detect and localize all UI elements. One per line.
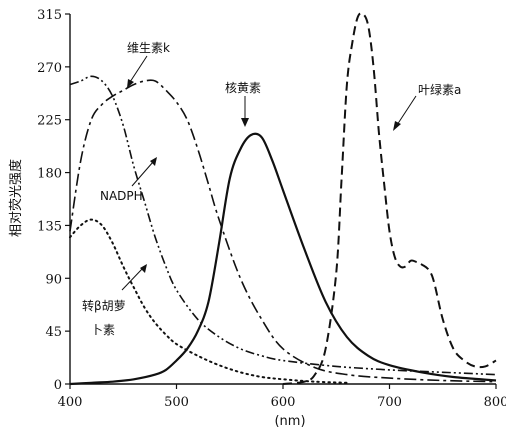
series-line-2 — [69, 132, 497, 386]
series-lines — [69, 12, 497, 386]
y-tick-label: 135 — [37, 219, 62, 234]
series-line-3 — [282, 12, 497, 385]
arrow-nadph — [131, 161, 154, 187]
arrow-head-beta-carotene — [140, 264, 147, 273]
annotation-nadph: NADPH — [100, 189, 143, 203]
x-axis-ticks: 400 500 600 700 800 — [58, 384, 506, 410]
y-tick-label: 0 — [54, 378, 62, 393]
arrow-head-riboflavin — [241, 118, 249, 127]
annotation-riboflavin: 核黄素 — [225, 81, 261, 95]
series-line-0 — [69, 79, 497, 383]
annotation-beta-carotene-line1: 转β胡萝 — [82, 298, 126, 313]
arrow-chlorophyll-a — [396, 95, 417, 126]
arrow-head-vitamin-k — [127, 79, 134, 88]
y-tick-label: 90 — [45, 272, 62, 287]
y-axis-ticks: 0 45 90 135 180 225 270 315 — [37, 8, 70, 393]
y-tick-label: 45 — [45, 325, 62, 340]
y-tick-label: 270 — [37, 61, 62, 76]
series-line-4 — [69, 218, 348, 384]
arrow-vitamin-k — [129, 55, 148, 83]
annotation-beta-carotene-line2: 卜素 — [91, 323, 115, 337]
annotation-vitamin-k: 维生素k — [127, 41, 170, 55]
x-tick-label: 800 — [484, 395, 506, 410]
arrow-head-chlorophyll-a — [393, 121, 401, 131]
arrow-beta-carotene — [121, 267, 144, 291]
y-axis-title: 相对荧光强度 — [8, 159, 24, 237]
x-tick-label: 400 — [58, 395, 83, 410]
x-tick-label: 700 — [377, 395, 402, 410]
x-tick-label: 500 — [164, 395, 189, 410]
series-line-1 — [69, 75, 497, 376]
y-tick-label: 225 — [37, 114, 62, 129]
arrow-head-nadph — [150, 157, 157, 166]
y-tick-label: 315 — [37, 8, 62, 23]
x-tick-label: 600 — [271, 395, 296, 410]
y-tick-label: 180 — [37, 167, 62, 182]
annotation-chlorophyll-a: 叶绿素a — [418, 82, 461, 97]
x-axis-title: (nm) — [274, 414, 305, 429]
